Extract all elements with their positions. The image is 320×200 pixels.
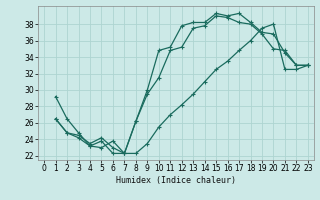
X-axis label: Humidex (Indice chaleur): Humidex (Indice chaleur) [116,176,236,185]
